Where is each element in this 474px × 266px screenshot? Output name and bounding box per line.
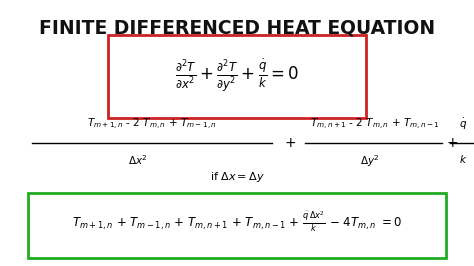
Text: $+$: $+$ <box>284 136 296 150</box>
Text: $\Delta y^2$: $\Delta y^2$ <box>360 153 380 169</box>
Text: $T_{m,n+1}$ - 2 $T_{m,n}$ + $T_{m,n-1}$: $T_{m,n+1}$ - 2 $T_{m,n}$ + $T_{m,n-1}$ <box>310 117 440 132</box>
Text: $\dot{q}$: $\dot{q}$ <box>459 117 467 132</box>
Text: $k$: $k$ <box>459 153 467 165</box>
Text: $+$: $+$ <box>446 136 458 150</box>
Text: $T_{m+1,n}$ $+$ $T_{m-1,n}$ $+$ $T_{m,n+1}$ $+$ $T_{m,n-1}$ $+$ $\frac{\dot{q}\,: $T_{m+1,n}$ $+$ $T_{m-1,n}$ $+$ $T_{m,n+… <box>72 210 402 234</box>
Text: if $\Delta x = \Delta y$: if $\Delta x = \Delta y$ <box>210 170 264 184</box>
Text: $\Delta x^2$: $\Delta x^2$ <box>128 153 148 167</box>
Text: $T_{m+1,n}$ - 2 $T_{m,n}$ + $T_{m-1,n}$: $T_{m+1,n}$ - 2 $T_{m,n}$ + $T_{m-1,n}$ <box>87 117 217 132</box>
Bar <box>28 193 446 258</box>
Text: $\frac{\partial^2 T}{\partial x^2} + \frac{\partial^2 T}{\partial y^2} + \frac{\: $\frac{\partial^2 T}{\partial x^2} + \fr… <box>175 56 299 94</box>
Text: FINITE DIFFERENCED HEAT EQUATION: FINITE DIFFERENCED HEAT EQUATION <box>39 18 435 37</box>
Bar <box>108 35 366 118</box>
